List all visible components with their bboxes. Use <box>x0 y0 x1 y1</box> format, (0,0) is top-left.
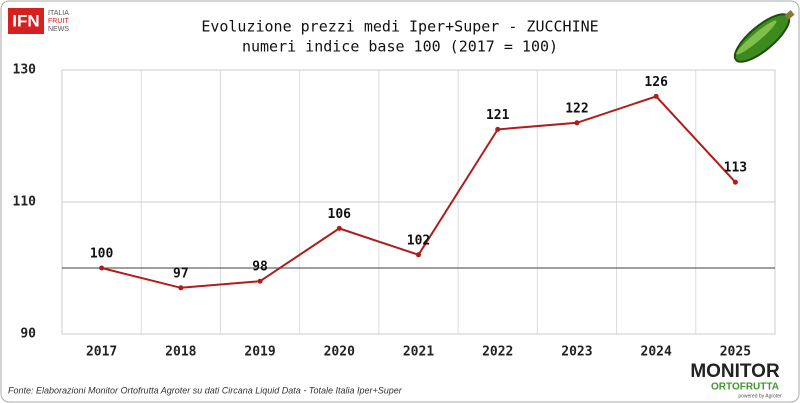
value-label: 113 <box>724 161 747 176</box>
data-point <box>336 225 342 231</box>
data-point <box>574 120 580 126</box>
logo-line: FRUIT <box>48 18 69 25</box>
data-point <box>495 126 501 132</box>
value-label: 121 <box>486 108 510 123</box>
y-tick-label: 110 <box>13 195 37 210</box>
data-point <box>653 93 659 99</box>
x-tick-label: 2023 <box>561 345 592 360</box>
data-point <box>732 179 738 185</box>
logo-sub: ORTOFRUTTA <box>711 382 779 393</box>
chart-subtitle: numeri indice base 100 (2017 = 100) <box>242 38 558 56</box>
x-tick-label: 2019 <box>244 345 275 360</box>
logo-line: ITALIA <box>48 10 69 17</box>
x-tick-label: 2017 <box>86 345 117 360</box>
zucchini-icon <box>733 9 795 63</box>
logo-box <box>8 8 44 34</box>
value-label: 122 <box>565 101 588 116</box>
value-label: 106 <box>328 207 352 222</box>
logo-mark: MONITOR <box>690 361 780 382</box>
data-point <box>178 285 184 291</box>
chart-title: Evoluzione prezzi medi Iper+Super - ZUCC… <box>201 18 598 36</box>
y-tick-label: 90 <box>20 327 36 342</box>
value-label: 97 <box>173 266 189 281</box>
x-tick-label: 2018 <box>165 345 196 360</box>
logo-mark: IFN <box>12 11 39 30</box>
x-tick-label: 2022 <box>482 345 513 360</box>
source-note: Fonte: Elaborazioni Monitor Ortofrutta A… <box>8 385 403 395</box>
value-label: 100 <box>90 247 114 262</box>
x-tick-label: 2021 <box>403 345 434 360</box>
x-tick-label: 2025 <box>720 345 751 360</box>
logo-line: NEWS <box>48 26 69 33</box>
value-label: 102 <box>407 233 430 248</box>
data-point <box>257 278 263 284</box>
data-point <box>99 265 105 271</box>
x-tick-label: 2024 <box>641 345 672 360</box>
value-label: 126 <box>644 75 668 90</box>
x-tick-label: 2020 <box>324 345 355 360</box>
y-tick-label: 130 <box>13 63 37 78</box>
data-point <box>416 252 421 258</box>
value-label: 98 <box>252 260 268 275</box>
logo-tag: powered by Agroter <box>738 393 782 399</box>
